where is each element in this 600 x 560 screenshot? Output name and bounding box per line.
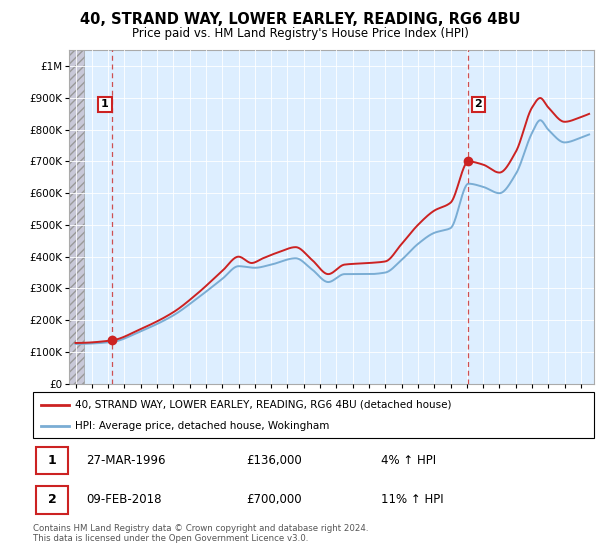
Text: £136,000: £136,000 xyxy=(246,454,302,467)
Text: 2: 2 xyxy=(475,99,482,109)
Text: HPI: Average price, detached house, Wokingham: HPI: Average price, detached house, Woki… xyxy=(75,422,329,431)
Text: 2: 2 xyxy=(47,493,56,506)
Text: 27-MAR-1996: 27-MAR-1996 xyxy=(86,454,166,467)
Text: 40, STRAND WAY, LOWER EARLEY, READING, RG6 4BU: 40, STRAND WAY, LOWER EARLEY, READING, R… xyxy=(80,12,520,27)
FancyBboxPatch shape xyxy=(33,392,594,438)
Text: 09-FEB-2018: 09-FEB-2018 xyxy=(86,493,162,506)
Text: Price paid vs. HM Land Registry's House Price Index (HPI): Price paid vs. HM Land Registry's House … xyxy=(131,27,469,40)
Text: 40, STRAND WAY, LOWER EARLEY, READING, RG6 4BU (detached house): 40, STRAND WAY, LOWER EARLEY, READING, R… xyxy=(75,400,452,410)
FancyBboxPatch shape xyxy=(36,486,68,514)
Text: 1: 1 xyxy=(47,454,56,467)
Text: £700,000: £700,000 xyxy=(246,493,302,506)
Bar xyxy=(69,50,83,384)
Bar xyxy=(69,50,83,384)
FancyBboxPatch shape xyxy=(36,447,68,474)
Text: 4% ↑ HPI: 4% ↑ HPI xyxy=(381,454,436,467)
Text: Contains HM Land Registry data © Crown copyright and database right 2024.
This d: Contains HM Land Registry data © Crown c… xyxy=(33,524,368,543)
Text: 1: 1 xyxy=(101,99,109,109)
Text: 11% ↑ HPI: 11% ↑ HPI xyxy=(381,493,443,506)
